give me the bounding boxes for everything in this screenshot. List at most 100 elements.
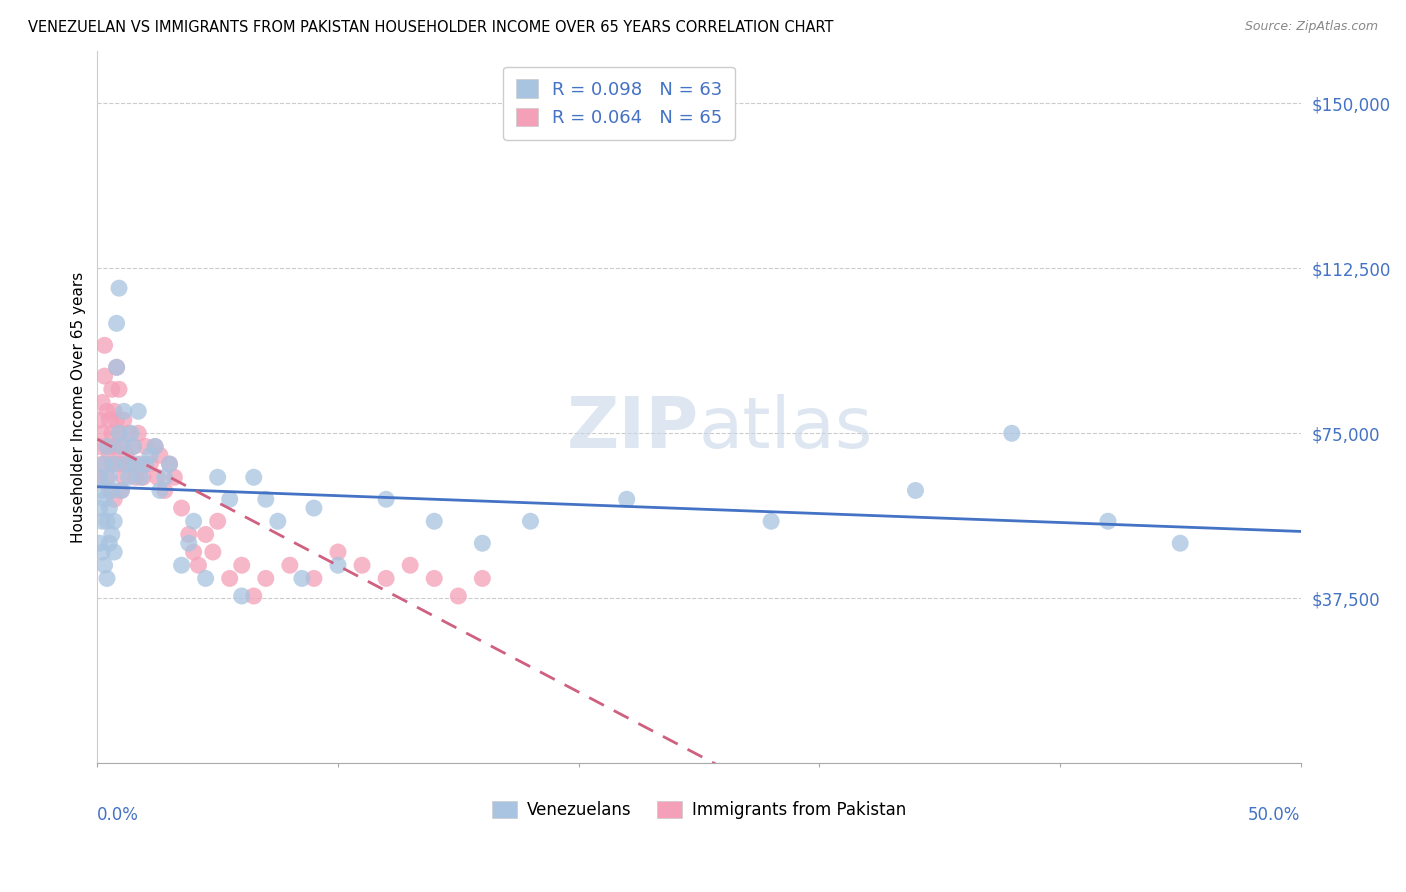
Point [110, 440, 132, 454]
Point [115, 448, 138, 462]
Point [117, 426, 139, 441]
Point [103, 404, 125, 418]
Point [105, 413, 128, 427]
Point [423, 571, 446, 585]
Point [267, 514, 290, 528]
Point [153, 470, 176, 484]
Point [89, 470, 111, 484]
Point [105, 360, 128, 375]
Point [447, 589, 470, 603]
Point [96, 470, 118, 484]
Point [89, 536, 111, 550]
Point [423, 514, 446, 528]
Point [112, 413, 135, 427]
Point [194, 571, 217, 585]
Point [91, 483, 114, 498]
Point [89, 413, 111, 427]
Point [139, 448, 162, 462]
Text: 50.0%: 50.0% [1249, 805, 1301, 824]
Point [242, 470, 264, 484]
Point [96, 571, 118, 585]
Point [153, 483, 176, 498]
Point [101, 527, 124, 541]
Point [159, 457, 181, 471]
Point [89, 440, 111, 454]
Point [108, 382, 131, 396]
Point [326, 545, 349, 559]
Point [101, 483, 124, 498]
Point [231, 589, 253, 603]
Point [115, 457, 138, 471]
Point [122, 440, 145, 454]
Point [1001, 426, 1024, 441]
Point [98, 536, 121, 550]
Point [375, 492, 398, 507]
Point [108, 426, 131, 441]
Point [96, 440, 118, 454]
Point [177, 536, 200, 550]
Point [149, 448, 172, 462]
Point [101, 426, 124, 441]
Point [218, 492, 240, 507]
Point [159, 457, 181, 471]
Point [471, 571, 494, 585]
Point [91, 457, 114, 471]
Point [105, 316, 128, 330]
Point [134, 440, 156, 454]
Point [96, 514, 118, 528]
Point [1097, 514, 1119, 528]
Point [177, 527, 200, 541]
Point [103, 545, 125, 559]
Point [98, 483, 121, 498]
Point [91, 426, 114, 441]
Point [134, 457, 156, 471]
Point [139, 457, 162, 471]
Point [91, 395, 114, 409]
Point [129, 457, 152, 471]
Point [127, 404, 149, 418]
Text: atlas: atlas [699, 393, 873, 463]
Point [89, 501, 111, 516]
Point [125, 470, 148, 484]
Point [242, 589, 264, 603]
Point [98, 470, 121, 484]
Point [302, 571, 325, 585]
Point [616, 492, 638, 507]
Point [117, 470, 139, 484]
Point [98, 501, 121, 516]
Point [108, 457, 131, 471]
Point [93, 492, 115, 507]
Point [187, 558, 209, 573]
Point [326, 558, 349, 573]
Point [254, 571, 277, 585]
Point [291, 571, 314, 585]
Point [201, 545, 224, 559]
Point [471, 536, 494, 550]
Point [91, 545, 114, 559]
Point [519, 514, 541, 528]
Point [132, 470, 155, 484]
Point [254, 492, 277, 507]
Point [1168, 536, 1191, 550]
Point [103, 440, 125, 454]
Point [108, 281, 131, 295]
Point [146, 470, 169, 484]
Y-axis label: Householder Income Over 65 years: Householder Income Over 65 years [72, 271, 86, 542]
Point [170, 501, 193, 516]
Point [110, 483, 132, 498]
Point [218, 571, 240, 585]
Point [759, 514, 782, 528]
Point [122, 440, 145, 454]
Point [98, 413, 121, 427]
Point [399, 558, 422, 573]
Point [149, 483, 172, 498]
Point [101, 382, 124, 396]
Point [127, 426, 149, 441]
Point [96, 440, 118, 454]
Point [112, 404, 135, 418]
Point [125, 457, 148, 471]
Point [112, 470, 135, 484]
Point [207, 470, 229, 484]
Point [163, 470, 186, 484]
Point [170, 558, 193, 573]
